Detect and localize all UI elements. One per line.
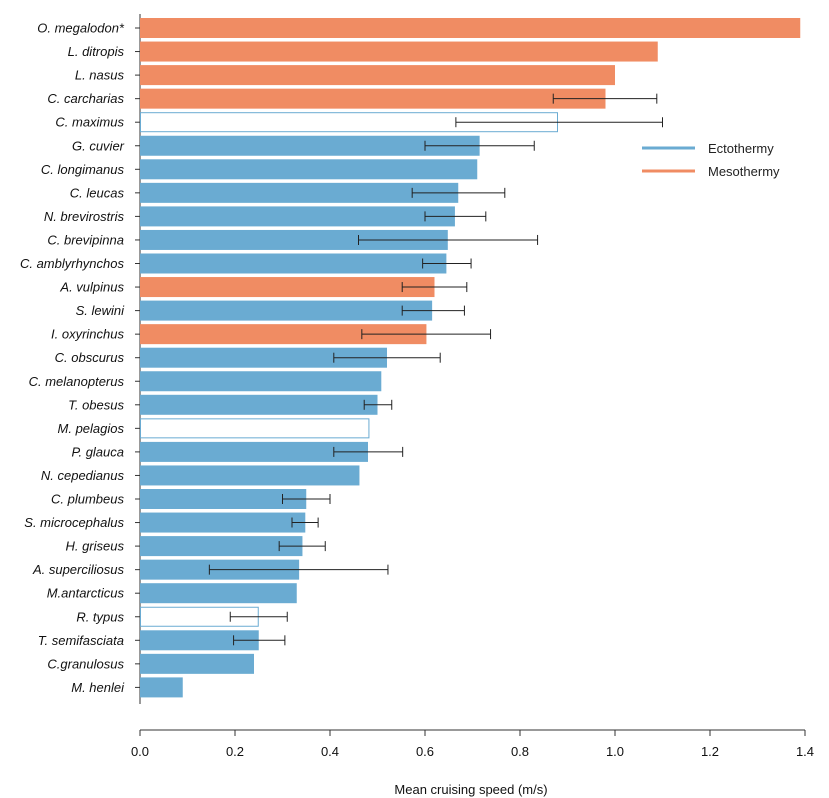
- category-label: O. megalodon*: [37, 21, 125, 36]
- category-label: M. henlei: [71, 680, 125, 695]
- error-bar: [282, 494, 331, 504]
- bar: [140, 583, 297, 604]
- bar: [140, 394, 378, 415]
- bar: [140, 41, 658, 62]
- bar: [140, 347, 387, 368]
- bar: [140, 18, 801, 38]
- x-tick-label: 0.6: [416, 744, 434, 759]
- error-bar: [208, 564, 389, 575]
- category-label: R. typus: [76, 609, 124, 624]
- category-label: M.antarcticus: [47, 586, 125, 601]
- bar: [140, 465, 360, 486]
- bar: [140, 324, 427, 345]
- category-label: C.granulosus: [47, 656, 124, 671]
- category-label: C. obscurus: [55, 350, 125, 365]
- x-tick-label: 0.8: [511, 744, 529, 759]
- error-bar: [358, 234, 539, 245]
- bar: [140, 536, 303, 557]
- error-bar: [422, 258, 472, 269]
- error-bar: [333, 446, 404, 457]
- bar: [140, 371, 382, 392]
- x-tick-label: 0.4: [321, 744, 339, 759]
- category-label: S. lewini: [76, 303, 126, 318]
- x-tick-label: 0.0: [131, 744, 149, 759]
- category-label: M. pelagios: [58, 421, 125, 436]
- category-label: C. leucas: [70, 185, 125, 200]
- legend-entry: Ectothermy: [708, 141, 774, 156]
- category-label: I. oxyrinchus: [51, 327, 124, 342]
- category-label: C. maximus: [55, 115, 124, 130]
- error-bar: [401, 305, 465, 316]
- x-tick-label: 0.2: [226, 744, 244, 759]
- category-label: L. ditropis: [68, 44, 125, 59]
- legend: Ectothermy Mesothermy: [642, 141, 780, 179]
- category-label: G. cuvier: [72, 138, 125, 153]
- bar: [140, 159, 478, 180]
- bar: [140, 206, 455, 227]
- error-bar: [363, 399, 393, 410]
- category-label: H. griseus: [65, 539, 124, 554]
- bar: [140, 253, 447, 274]
- category-label: C. melanopterus: [29, 374, 125, 389]
- x-axis-title: Mean cruising speed (m/s): [394, 782, 547, 797]
- category-label: T. obesus: [68, 397, 124, 412]
- error-bar: [229, 611, 288, 622]
- error-bar: [411, 187, 506, 198]
- category-label: N. brevirostris: [44, 209, 125, 224]
- bar: [140, 441, 368, 462]
- legend-entry: Mesothermy: [708, 164, 780, 179]
- bar: [140, 489, 307, 509]
- error-bar: [552, 93, 658, 104]
- category-label: A. superciliosus: [32, 562, 125, 577]
- x-tick-label: 1.0: [606, 744, 624, 759]
- category-label: C. plumbeus: [51, 492, 124, 507]
- bar: [140, 182, 459, 203]
- error-bar: [278, 541, 326, 552]
- error-bar: [455, 117, 663, 128]
- bar: [140, 88, 606, 109]
- bar: [140, 630, 259, 651]
- category-label: C. amblyrhynchos: [20, 256, 125, 271]
- category-label: P. glauca: [71, 444, 124, 459]
- category-label: A. vulpinus: [59, 280, 124, 295]
- bar: [140, 418, 370, 439]
- category-label: C. carcharias: [47, 91, 124, 106]
- bar: [140, 300, 433, 321]
- category-label: C. longimanus: [41, 162, 125, 177]
- category-label: T. semifasciata: [38, 633, 124, 648]
- category-label: L. nasus: [75, 68, 125, 83]
- x-tick-label: 1.4: [796, 744, 814, 759]
- category-label: S. microcephalus: [24, 515, 124, 530]
- bar: [140, 677, 183, 698]
- error-bar: [333, 352, 441, 363]
- x-tick-label: 1.2: [701, 744, 719, 759]
- bar: [140, 653, 254, 674]
- bar: [140, 65, 615, 86]
- error-bar: [233, 635, 286, 646]
- error-bar: [291, 517, 319, 528]
- bar: [140, 135, 480, 156]
- bar: [140, 229, 448, 250]
- bar: [140, 512, 306, 533]
- error-bar: [424, 140, 535, 151]
- bar: [140, 277, 435, 298]
- error-bar: [424, 211, 487, 222]
- category-label: N. cepedianus: [41, 468, 125, 483]
- error-bar: [361, 329, 492, 340]
- error-bar: [401, 282, 468, 293]
- category-label: C. brevipinna: [47, 232, 124, 247]
